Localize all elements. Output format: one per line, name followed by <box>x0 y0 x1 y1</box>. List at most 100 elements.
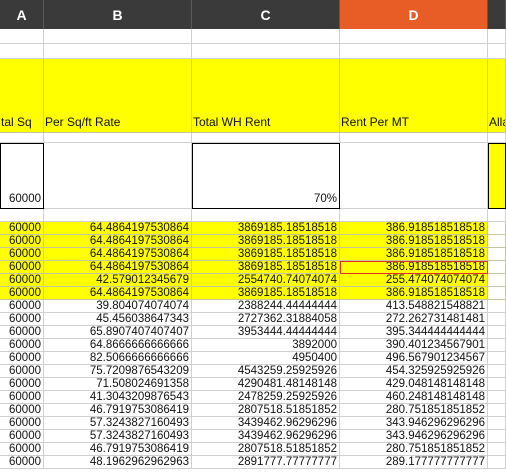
cell-b[interactable]: 46.7919753086419 <box>44 443 192 456</box>
cell-e[interactable] <box>488 261 506 274</box>
cell-d[interactable]: 343.946296296296 <box>340 417 488 430</box>
cell-d[interactable]: 429.048148148148 <box>340 378 488 391</box>
cell-e[interactable] <box>488 248 506 261</box>
cell-c[interactable]: 4290481.48148148 <box>192 378 340 391</box>
cell-c[interactable]: 3953444.44444444 <box>192 326 340 339</box>
cell-b[interactable]: 64.4864197530864 <box>44 248 192 261</box>
cell-a[interactable]: 60000 <box>0 235 44 248</box>
cell-b[interactable]: 64.4864197530864 <box>44 235 192 248</box>
cell-d[interactable]: 343.946296296296 <box>340 430 488 443</box>
cell-c[interactable]: 4950400 <box>192 352 340 365</box>
cell-d[interactable]: 454.325925925926 <box>340 365 488 378</box>
cell-d[interactable]: 289.177777777777 <box>340 456 488 469</box>
cell-c[interactable]: 3869185.18518518 <box>192 248 340 261</box>
cell-d[interactable]: 280.751851851852 <box>340 443 488 456</box>
cell[interactable] <box>340 133 488 143</box>
cell-e[interactable] <box>488 430 506 443</box>
cell[interactable] <box>192 29 340 44</box>
cell-b[interactable]: 45.456038647343 <box>44 313 192 326</box>
cell-a[interactable]: 60000 <box>0 404 44 417</box>
column-header-e[interactable] <box>488 0 506 29</box>
cell-c[interactable]: 2554740.74074074 <box>192 274 340 287</box>
cell-d[interactable]: 386.918518518518 <box>340 235 488 248</box>
column-header-c[interactable]: C <box>192 0 340 29</box>
cell-e[interactable] <box>488 378 506 391</box>
summary-total-sq-cell[interactable]: 60000 <box>0 143 44 209</box>
cell[interactable] <box>488 44 506 59</box>
cell[interactable] <box>0 133 44 143</box>
cell-d[interactable]: 280.751851851852 <box>340 404 488 417</box>
cell-a[interactable]: 60000 <box>0 248 44 261</box>
cell-a[interactable]: 60000 <box>0 456 44 469</box>
cell-c[interactable]: 2807518.51851852 <box>192 443 340 456</box>
cell-b[interactable]: 48.1962962962963 <box>44 456 192 469</box>
cell-b[interactable]: 42.579012345679 <box>44 274 192 287</box>
cell[interactable] <box>340 29 488 44</box>
cell-a[interactable]: 60000 <box>0 313 44 326</box>
cell-e[interactable] <box>488 417 506 430</box>
cell-b[interactable]: 57.3243827160493 <box>44 417 192 430</box>
cell-a[interactable]: 60000 <box>0 261 44 274</box>
cell[interactable] <box>44 29 192 44</box>
cell[interactable] <box>488 143 506 209</box>
cell[interactable] <box>340 44 488 59</box>
cell-c[interactable]: 3869185.18518518 <box>192 222 340 235</box>
cell-a[interactable]: 60000 <box>0 222 44 235</box>
cell[interactable] <box>488 133 506 143</box>
cell[interactable] <box>44 133 192 143</box>
cell-e[interactable] <box>488 326 506 339</box>
cell-b[interactable]: 82.5066666666666 <box>44 352 192 365</box>
cell-e[interactable] <box>488 352 506 365</box>
cell-d[interactable]: 386.918518518518 <box>340 248 488 261</box>
cell-b[interactable]: 57.3243827160493 <box>44 430 192 443</box>
cell-c[interactable]: 2388244.44444444 <box>192 300 340 313</box>
cell-b[interactable]: 64.4864197530864 <box>44 261 192 274</box>
cell-d[interactable]: 395.344444444444 <box>340 326 488 339</box>
cell-e[interactable] <box>488 404 506 417</box>
cell-c[interactable]: 3869185.18518518 <box>192 235 340 248</box>
cell[interactable] <box>192 209 340 222</box>
cell-d[interactable]: 272.262731481481 <box>340 313 488 326</box>
cell-c[interactable]: 3869185.18518518 <box>192 261 340 274</box>
cell-a[interactable]: 60000 <box>0 274 44 287</box>
cell-b[interactable]: 64.8666666666666 <box>44 339 192 352</box>
cell-d[interactable]: 390.401234567901 <box>340 339 488 352</box>
cell-a[interactable]: 60000 <box>0 287 44 300</box>
cell-e[interactable] <box>488 235 506 248</box>
header-cell-total-sq[interactable]: tal Sq <box>0 59 44 133</box>
cell-d[interactable]: 386.918518518518 <box>340 287 488 300</box>
header-cell-rent-per-mt[interactable]: Rent Per MT <box>340 59 488 133</box>
header-cell-alla[interactable]: Alla <box>488 59 506 133</box>
cell-a[interactable]: 60000 <box>0 391 44 404</box>
cell[interactable] <box>340 209 488 222</box>
cell-a[interactable]: 60000 <box>0 378 44 391</box>
cell-c[interactable]: 3869185.18518518 <box>192 287 340 300</box>
cell-d[interactable]: 386.918518518518 <box>340 222 488 235</box>
cell-e[interactable] <box>488 339 506 352</box>
cell-b[interactable]: 64.4864197530864 <box>44 222 192 235</box>
cell-b[interactable]: 65.8907407407407 <box>44 326 192 339</box>
cell[interactable] <box>0 44 44 59</box>
cell-a[interactable]: 60000 <box>0 443 44 456</box>
column-header-d[interactable]: D <box>340 0 488 29</box>
cell-c[interactable]: 3439462.96296296 <box>192 430 340 443</box>
cell-b[interactable]: 46.7919753086419 <box>44 404 192 417</box>
cell-e[interactable] <box>488 443 506 456</box>
cell-b[interactable]: 75.7209876543209 <box>44 365 192 378</box>
cell-a[interactable]: 60000 <box>0 300 44 313</box>
cell-e[interactable] <box>488 313 506 326</box>
cell-d[interactable]: 413.548821548821 <box>340 300 488 313</box>
header-cell-total-wh-rent[interactable]: Total WH Rent <box>192 59 340 133</box>
cell-a[interactable]: 60000 <box>0 365 44 378</box>
cell-d[interactable]: 255.474074074074 <box>340 274 488 287</box>
column-header-b[interactable]: B <box>44 0 192 29</box>
cell[interactable] <box>44 44 192 59</box>
cell-d[interactable]: 460.248148148148 <box>340 391 488 404</box>
cell-a[interactable]: 60000 <box>0 352 44 365</box>
cell-b[interactable]: 71.508024691358 <box>44 378 192 391</box>
header-cell-per-sqft-rate[interactable]: Per Sq/ft Rate <box>44 59 192 133</box>
cell-a[interactable]: 60000 <box>0 430 44 443</box>
cell-e[interactable] <box>488 287 506 300</box>
cell[interactable] <box>192 133 340 143</box>
cell-e[interactable] <box>488 456 506 469</box>
